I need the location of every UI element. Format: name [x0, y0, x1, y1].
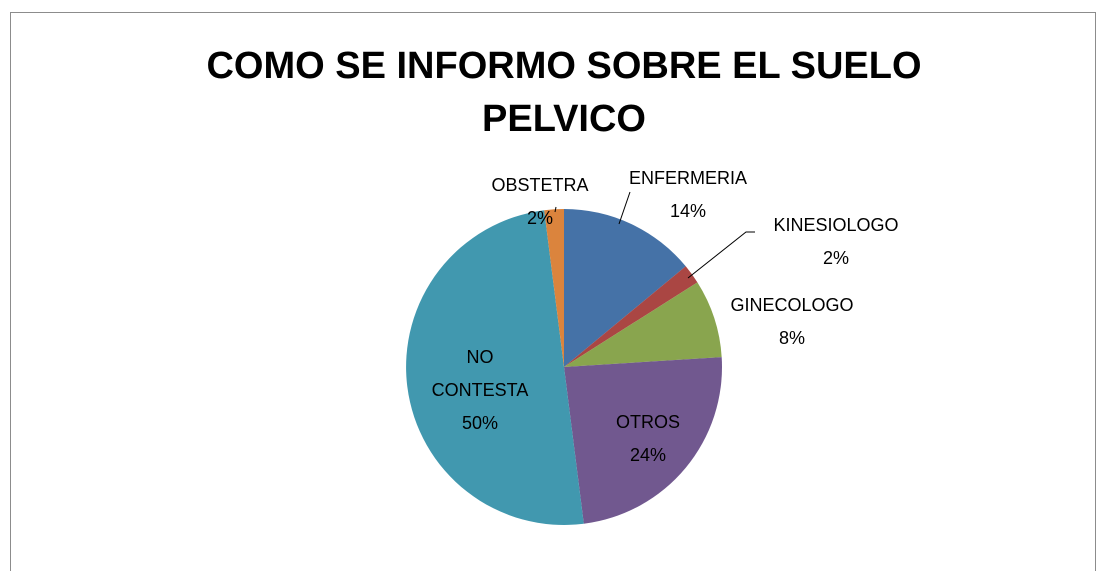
value-label: 8%: [778, 328, 805, 348]
pie-slice: [564, 357, 722, 524]
value-label: 2%: [822, 248, 849, 268]
pie-slice: [406, 210, 584, 525]
value-label: 24%: [629, 445, 667, 465]
category-label: GINECOLOGO: [730, 295, 854, 315]
value-label: 50%: [461, 413, 499, 433]
category-label: NO CONTESTA: [431, 347, 529, 400]
pie-slice: [564, 282, 722, 367]
data-label: OBSTETRA 2%: [480, 169, 600, 235]
pie: [406, 209, 722, 525]
value-label: 2%: [526, 208, 553, 228]
category-label: ENFERMERIA: [628, 168, 747, 188]
value-label: 14%: [669, 201, 707, 221]
data-label: OTROS 24%: [588, 406, 708, 472]
leader-line: [554, 206, 557, 213]
category-label: OTROS: [615, 412, 680, 432]
leader-line: [687, 231, 755, 279]
data-label: KINESIOLOGO 2%: [756, 209, 916, 275]
chart-title: COMO SE INFORMO SOBRE EL SUELO PELVICO: [206, 45, 922, 140]
pie-slice: [564, 266, 698, 367]
data-label: ENFERMERIA 14%: [608, 162, 768, 228]
data-label: GINECOLOGO 8%: [712, 289, 872, 355]
category-label: KINESIOLOGO: [773, 215, 899, 235]
category-label: OBSTETRA: [491, 175, 589, 195]
leader-line: [618, 191, 631, 225]
data-label: NO CONTESTA 50%: [425, 341, 535, 440]
pie-slice: [564, 209, 686, 367]
chart-frame: [10, 12, 1096, 571]
pie-slice: [544, 209, 564, 367]
